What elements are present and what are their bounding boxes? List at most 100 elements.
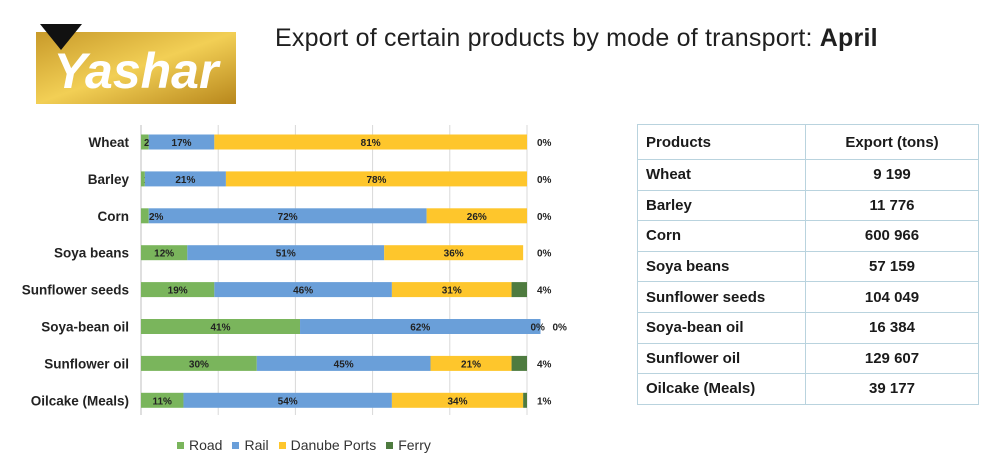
header-export: Export (tons)	[805, 124, 979, 160]
table-row: Oilcake (Meals) 39 177	[637, 373, 979, 405]
data-label: 19%	[168, 286, 188, 297]
bar-segment-danube-ports	[225, 171, 528, 187]
export-cell: 104 049	[805, 281, 979, 313]
table-row: Soya beans 57 159	[637, 250, 979, 283]
legend-item-rail: Rail	[232, 437, 269, 453]
bar-segment-road	[141, 282, 215, 298]
data-label: 17%	[172, 138, 192, 149]
category-label: Soya beans	[54, 246, 129, 261]
bar-segment-danube-ports	[426, 208, 527, 224]
category-label: Barley	[88, 172, 130, 187]
product-cell: Barley	[637, 189, 806, 222]
category-label: Corn	[98, 209, 130, 224]
bar-segment-rail	[144, 171, 226, 187]
bar-segment-rail	[300, 319, 541, 334]
data-label: 51%	[276, 249, 296, 260]
legend-item-road: Road	[177, 437, 222, 453]
bar-segment-rail	[148, 134, 215, 150]
ferry-label: 0%	[537, 249, 552, 260]
category-label: Wheat	[89, 135, 130, 150]
bar-segment-road	[141, 171, 145, 187]
bar-segment-ferry	[511, 282, 527, 298]
data-label: 11%	[152, 396, 172, 407]
ferry-label: 4%	[537, 359, 552, 370]
category-label: Oilcake (Meals)	[31, 393, 129, 408]
data-label: 36%	[444, 249, 464, 260]
data-label: 12%	[154, 249, 174, 260]
bar-segment-danube-ports	[384, 245, 524, 261]
logo-text: Yashar	[54, 43, 221, 99]
bar-segment-road	[141, 208, 149, 224]
legend-swatch	[278, 441, 286, 449]
legend-label: Rail	[244, 437, 269, 453]
data-label: 2%	[149, 212, 164, 223]
ferry-label: 0%	[537, 212, 552, 223]
category-label: Sunflower seeds	[22, 283, 129, 298]
bar-segment-rail	[256, 355, 431, 371]
bar-segment-ferry	[523, 392, 527, 408]
export-cell: 600 966	[805, 220, 979, 252]
data-label: 26%	[467, 212, 487, 223]
product-cell: Soya-bean oil	[637, 311, 806, 344]
logo-triangle	[40, 24, 82, 50]
export-cell: 129 607	[805, 342, 979, 375]
bar-segment-danube-ports	[391, 392, 524, 408]
bar-segment-danube-ports	[214, 134, 527, 150]
ferry-label: 0%	[537, 175, 552, 186]
bar-segment-danube-ports	[391, 282, 512, 298]
header-products: Products	[637, 124, 806, 160]
bar-segment-road	[141, 355, 257, 371]
data-label: 21%	[175, 175, 195, 186]
export-table-container: Products Export (tons) Wheat 9 199 Barley 1…	[637, 124, 979, 405]
legend-label: Danube Ports	[290, 437, 377, 453]
yashar-logo: Yashar	[36, 24, 236, 104]
data-label: 62%	[410, 323, 430, 334]
legend-item-danube-ports: Danube Ports	[278, 437, 377, 453]
bar-segment-rail	[214, 282, 392, 298]
data-label: 30%	[189, 359, 209, 370]
title-main: Export of certain products by mode of tr…	[275, 24, 813, 52]
bar-segment-danube-ports	[430, 355, 512, 371]
data-label: 45%	[334, 359, 354, 370]
product-cell: Oilcake (Meals)	[637, 373, 806, 405]
data-label: 34%	[448, 396, 468, 407]
stacked-bar-chart: 2%17%81%0%1%21%78%0%72%26%0%2%12%51%36%0…	[22, 125, 568, 415]
chart-legend: Road Rail Danube Ports Ferry	[177, 437, 431, 453]
export-cell: 11 776	[805, 189, 979, 222]
data-label: 21%	[461, 359, 481, 370]
bar-segment-road	[141, 134, 149, 150]
data-label: 46%	[293, 286, 313, 297]
export-cell: 57 159	[805, 250, 979, 283]
export-table: Products Export (tons) Wheat 9 199 Barley 1…	[637, 124, 979, 405]
data-label: 81%	[361, 138, 381, 149]
page-title: Export of certain products by mode of tr…	[275, 24, 878, 53]
chart-categories: Wheat Barley Corn Soya beans Sunflower seeds…	[22, 135, 130, 408]
bar-segment-rail	[183, 392, 392, 408]
logo-background	[36, 32, 236, 104]
product-cell: Sunflower seeds	[637, 281, 806, 313]
export-cell: 16 384	[805, 311, 979, 344]
table-row: Sunflower seeds 104 049	[637, 281, 979, 313]
bar-segment-road	[141, 245, 188, 261]
data-label: 78%	[366, 175, 386, 186]
export-cell: 9 199	[805, 159, 979, 191]
table-row: Barley 11 776	[637, 189, 979, 222]
product-cell: Corn	[637, 220, 806, 252]
legend-label: Road	[189, 437, 223, 453]
ferry-label: 0%	[553, 323, 568, 334]
bar-segment-ferry	[511, 355, 527, 371]
ferry-label: 4%	[537, 286, 552, 297]
data-label: 54%	[278, 396, 298, 407]
legend-swatch	[177, 441, 184, 449]
data-label: 0%	[531, 323, 546, 334]
chart-bars: 2%17%81%0%1%21%78%0%72%26%0%2%12%51%36%0…	[141, 134, 568, 408]
title-month: April	[819, 24, 878, 52]
data-label: 72%	[278, 212, 298, 223]
bar-segment-rail	[187, 245, 385, 261]
table-row: Corn 600 966	[637, 220, 979, 252]
ferry-label: 1%	[537, 396, 552, 407]
legend-item-ferry: Ferry	[386, 437, 431, 453]
legend-label: Ferry	[398, 437, 431, 453]
export-cell: 39 177	[805, 373, 979, 405]
table-row: Wheat 9 199	[637, 159, 979, 191]
